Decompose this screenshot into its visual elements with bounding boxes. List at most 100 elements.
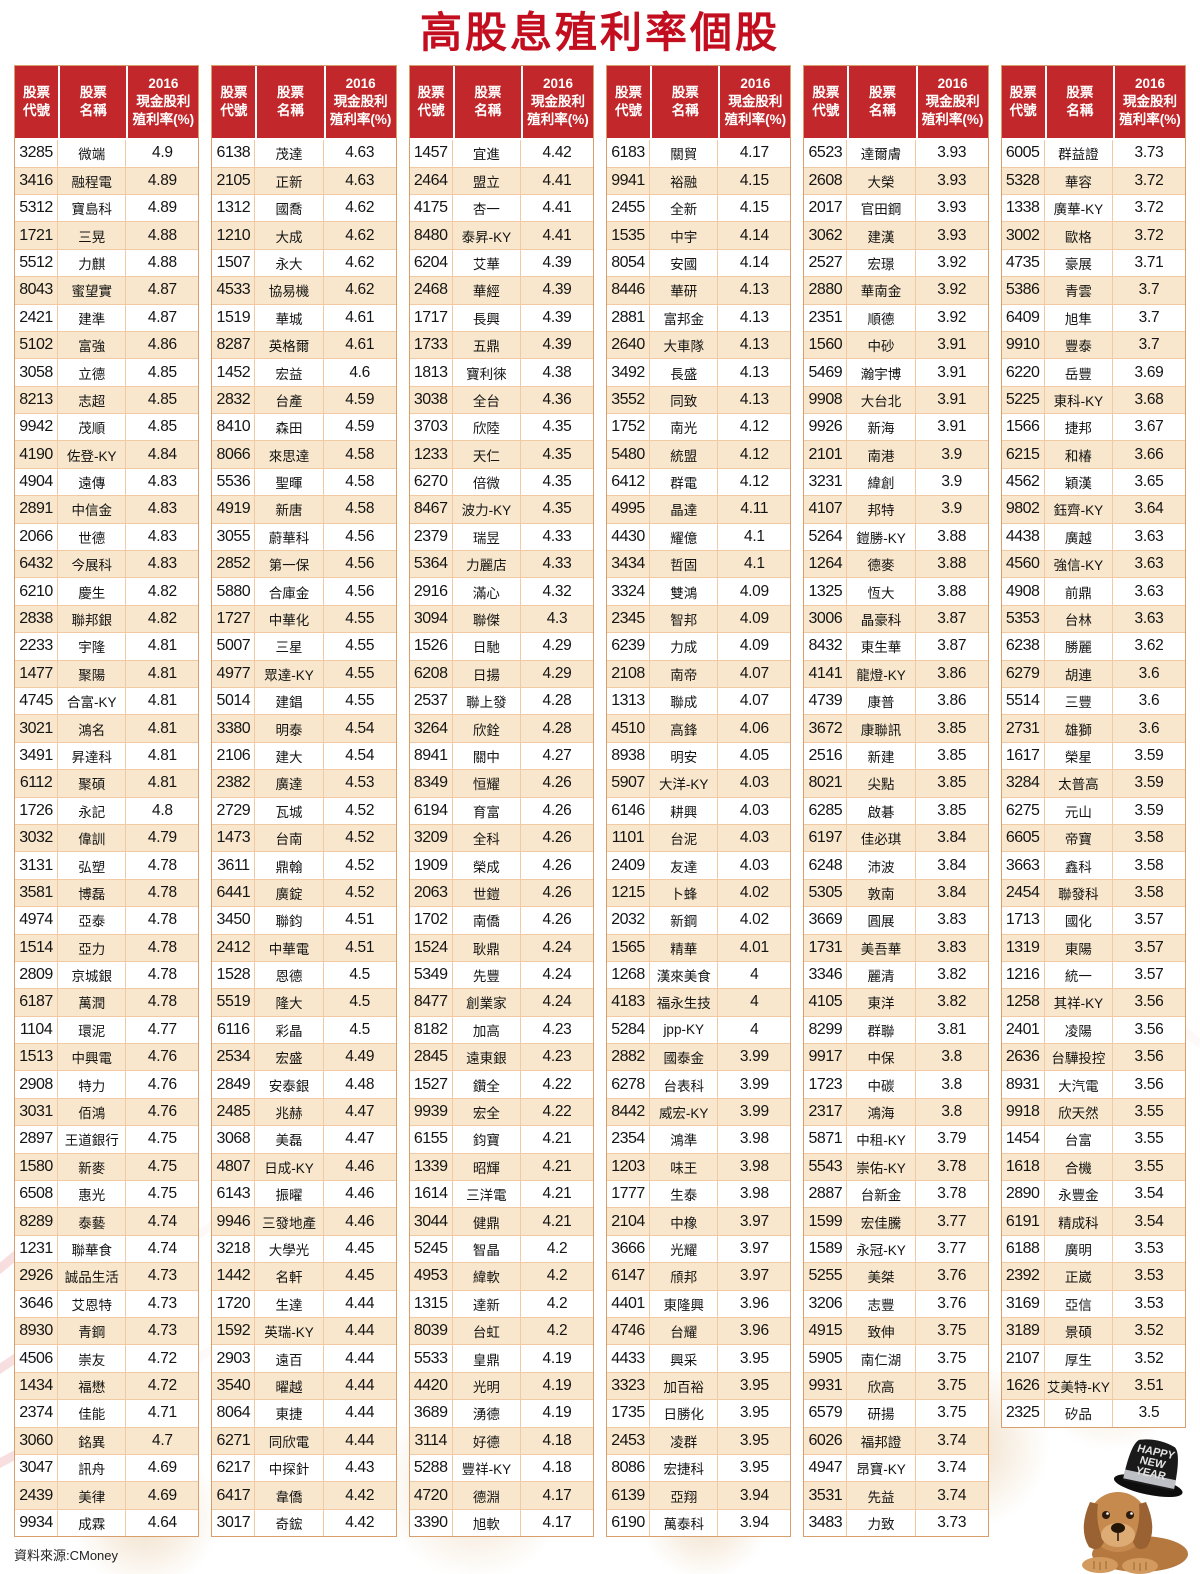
table-row: 8410 森田 4.59 bbox=[212, 414, 396, 442]
yield-cell: 3.91 bbox=[915, 414, 988, 442]
stock-name-cell: 緯軟 bbox=[452, 1263, 522, 1291]
stock-code-cell: 5469 bbox=[804, 359, 848, 387]
stock-code-cell: 3055 bbox=[212, 523, 256, 552]
stock-name-cell: 聖暉 bbox=[255, 468, 324, 497]
stock-name-cell: 中探針 bbox=[255, 1454, 324, 1483]
stock-name-cell: 遠百 bbox=[255, 1345, 324, 1373]
table-row: 6197 佳必琪 3.84 bbox=[804, 824, 988, 853]
table-row: 3324 雙鴻 4.09 bbox=[606, 578, 791, 606]
table-row: 4995 晶達 4.11 bbox=[606, 496, 791, 524]
stock-code-cell: 5014 bbox=[212, 688, 256, 716]
stock-code-cell: 6220 bbox=[1001, 359, 1045, 387]
yield-cell: 3.72 bbox=[1113, 222, 1185, 250]
table-row: 6285 啟碁 3.85 bbox=[804, 797, 988, 825]
table-row: 1720 生達 4.44 bbox=[212, 1290, 396, 1318]
table-row: 2351 順德 3.92 bbox=[804, 304, 988, 332]
table-row: 1457 宜進 4.42 bbox=[409, 140, 593, 168]
yield-cell: 4.52 bbox=[323, 797, 396, 825]
stock-name-cell: 東科-KY bbox=[1044, 386, 1114, 415]
yield-cell: 4.62 bbox=[323, 222, 396, 250]
yield-cell: 3.55 bbox=[1113, 1098, 1185, 1127]
table-row: 9942 茂順 4.85 bbox=[15, 414, 199, 442]
table-row: 6417 韋僑 4.42 bbox=[212, 1482, 396, 1510]
table-row: 2382 廣達 4.53 bbox=[212, 770, 396, 798]
stock-code-cell: 2032 bbox=[606, 907, 651, 935]
yield-cell: 4.01 bbox=[718, 934, 791, 962]
stock-name-cell: 官田鋼 bbox=[847, 194, 916, 223]
table-row: 1210 大成 4.62 bbox=[212, 222, 396, 250]
stock-name-cell: 艾恩特 bbox=[58, 1290, 127, 1318]
stock-code-cell: 8480 bbox=[409, 222, 453, 250]
stock-name-cell: 恩德 bbox=[255, 961, 324, 990]
table-row: 3044 健鼎 4.21 bbox=[409, 1208, 593, 1236]
stock-name-cell: 美磊 bbox=[255, 1126, 324, 1154]
yield-cell: 3.98 bbox=[718, 1181, 791, 1209]
stock-code-cell: 3390 bbox=[409, 1509, 453, 1537]
stock-name-cell: 大汽電 bbox=[1044, 1071, 1114, 1099]
table-row: 3666 光耀 3.97 bbox=[606, 1235, 791, 1264]
yield-cell: 4.55 bbox=[323, 688, 396, 716]
stock-code-cell: 2439 bbox=[15, 1482, 59, 1510]
yield-cell: 3.69 bbox=[1113, 359, 1185, 387]
stock-code-cell: 4560 bbox=[1001, 551, 1045, 579]
stock-name-cell: 偉訓 bbox=[58, 824, 127, 853]
table-row: 4977 眾達-KY 4.55 bbox=[212, 660, 396, 688]
stock-name-cell: 麗清 bbox=[847, 961, 916, 990]
column-header: 2016 現金股利 殖利率(%) bbox=[126, 66, 199, 141]
stock-code-cell: 2409 bbox=[606, 852, 651, 880]
stock-code-cell: 8287 bbox=[212, 331, 256, 360]
yield-cell: 3.74 bbox=[915, 1482, 988, 1510]
table-row: 4401 東隆興 3.96 bbox=[606, 1290, 791, 1318]
stock-code-cell: 9918 bbox=[1001, 1098, 1045, 1127]
table-row: 5514 三豐 3.6 bbox=[1001, 688, 1185, 716]
stock-code-cell: 1319 bbox=[1001, 934, 1045, 962]
stock-name-cell: 榮成 bbox=[452, 852, 522, 880]
stock-name-cell: 和椿 bbox=[1044, 441, 1114, 469]
yield-cell: 4.83 bbox=[126, 468, 199, 497]
table-row: 3002 歐格 3.72 bbox=[1001, 222, 1185, 250]
stock-name-cell: 廣明 bbox=[1044, 1235, 1114, 1264]
stock-name-cell: 茂達 bbox=[255, 140, 324, 168]
yield-cell: 3.57 bbox=[1113, 961, 1185, 990]
table-row: 3206 志豐 3.76 bbox=[804, 1290, 988, 1318]
stock-code-cell: 6155 bbox=[409, 1126, 453, 1154]
yield-cell: 4.88 bbox=[126, 222, 199, 250]
stock-code-cell: 2105 bbox=[212, 167, 256, 195]
stock-code-cell: 1526 bbox=[409, 633, 453, 661]
stock-name-cell: 隆大 bbox=[255, 989, 324, 1017]
stock-code-cell: 2066 bbox=[15, 523, 59, 552]
table-row: 2374 佳能 4.71 bbox=[15, 1400, 199, 1428]
yield-cell: 4.11 bbox=[718, 496, 791, 524]
yield-cell: 3.58 bbox=[1113, 852, 1185, 880]
stock-code-cell: 1434 bbox=[15, 1372, 59, 1401]
stock-code-cell: 4105 bbox=[804, 989, 848, 1017]
stock-code-cell: 6005 bbox=[1001, 140, 1045, 168]
stock-code-cell: 4510 bbox=[606, 715, 651, 743]
yield-cell: 3.52 bbox=[1113, 1317, 1185, 1346]
stock-code-cell: 5102 bbox=[15, 331, 59, 360]
yield-cell: 4.23 bbox=[521, 1044, 593, 1072]
stock-code-cell: 6204 bbox=[409, 249, 453, 278]
stock-code-cell: 2454 bbox=[1001, 879, 1045, 908]
yield-cell: 4.83 bbox=[126, 551, 199, 579]
yield-cell: 3.91 bbox=[915, 386, 988, 415]
table-row: 2421 建準 4.87 bbox=[15, 304, 199, 332]
yield-cell: 4.21 bbox=[521, 1126, 593, 1154]
table-row: 5907 大洋-KY 4.03 bbox=[606, 770, 791, 798]
yield-cell: 3.77 bbox=[915, 1235, 988, 1264]
table-row: 6208 日揚 4.29 bbox=[409, 660, 593, 688]
table-row: 2101 南港 3.9 bbox=[804, 441, 988, 469]
stock-name-cell: 宇隆 bbox=[58, 633, 127, 661]
table-row: 5245 智晶 4.2 bbox=[409, 1235, 593, 1264]
table-row: 4560 強信-KY 3.63 bbox=[1001, 551, 1185, 579]
table-row: 1752 南光 4.12 bbox=[606, 414, 791, 442]
stock-name-cell: 英瑞-KY bbox=[255, 1317, 324, 1346]
table-row: 1519 華城 4.61 bbox=[212, 304, 396, 332]
stock-code-cell: 6026 bbox=[804, 1427, 848, 1455]
table-row: 1513 中興電 4.76 bbox=[15, 1044, 199, 1072]
stock-name-cell: 中橡 bbox=[650, 1208, 719, 1236]
stock-name-cell: 南港 bbox=[847, 441, 916, 469]
yield-cell: 4.6 bbox=[323, 359, 396, 387]
stock-name-cell: 三發地產 bbox=[255, 1208, 324, 1236]
yield-cell: 3.74 bbox=[915, 1454, 988, 1483]
